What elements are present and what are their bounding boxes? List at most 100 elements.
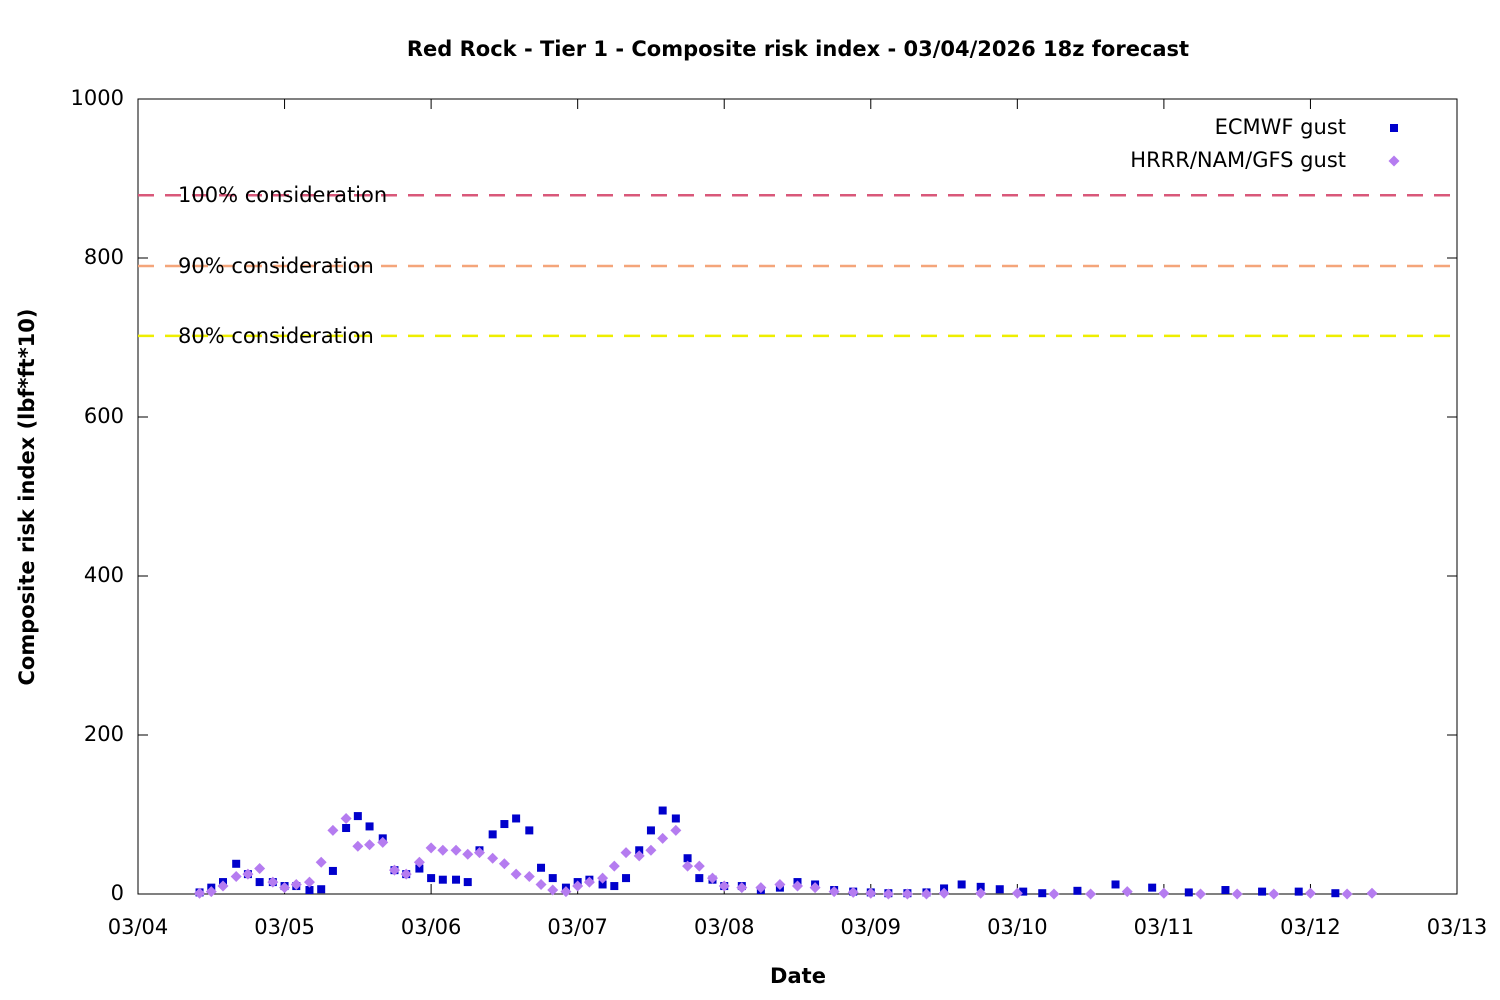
- data-point: [683, 854, 692, 863]
- data-point: [755, 882, 767, 894]
- y-axis-label: Composite risk index (lbf*ft*10): [15, 308, 39, 685]
- data-point: [774, 878, 786, 890]
- data-point: [400, 868, 412, 880]
- data-point: [1331, 889, 1340, 898]
- legend-label: ECMWF gust: [1215, 115, 1346, 139]
- data-point: [488, 830, 497, 839]
- data-point: [682, 860, 694, 872]
- data-point: [1184, 888, 1193, 897]
- data-point: [670, 824, 682, 836]
- y-tick-label: 1000: [71, 86, 124, 110]
- data-point: [976, 882, 985, 891]
- data-point: [809, 882, 821, 894]
- x-tick-label: 03/12: [1280, 915, 1341, 939]
- data-point: [560, 886, 572, 898]
- data-point: [1085, 888, 1097, 900]
- x-tick-label: 03/09: [841, 915, 902, 939]
- data-point: [315, 856, 327, 868]
- data-point: [620, 847, 632, 859]
- data-point: [658, 806, 667, 815]
- data-point: [792, 880, 803, 892]
- data-point: [388, 864, 400, 876]
- data-point: [1073, 886, 1082, 895]
- data-point: [365, 822, 374, 831]
- data-point: [547, 884, 559, 896]
- data-point: [995, 885, 1004, 894]
- x-tick-label: 03/06: [401, 915, 462, 939]
- data-point: [671, 814, 680, 823]
- data-point: [305, 886, 314, 895]
- data-point: [847, 886, 859, 898]
- data-point: [1158, 887, 1170, 899]
- data-point: [736, 882, 748, 894]
- data-point: [500, 820, 509, 829]
- data-point: [1366, 887, 1378, 899]
- legend-marker: [1388, 155, 1400, 167]
- x-tick-label: 03/10: [987, 915, 1048, 939]
- data-point: [1019, 887, 1028, 896]
- data-point: [1268, 888, 1280, 900]
- data-point: [242, 868, 254, 880]
- data-point: [377, 836, 389, 848]
- legend-label: HRRR/NAM/GFS gust: [1130, 148, 1346, 172]
- data-point: [622, 874, 631, 883]
- data-point: [608, 860, 620, 872]
- threshold-label: 90% consideration: [178, 254, 374, 278]
- data-point: [901, 888, 913, 900]
- data-point: [718, 880, 730, 892]
- data-point: [523, 871, 535, 883]
- data-point: [450, 844, 462, 856]
- data-point: [1304, 887, 1316, 899]
- data-point: [473, 847, 485, 859]
- x-tick-label: 03/07: [547, 915, 608, 939]
- data-point: [597, 872, 609, 884]
- data-point: [427, 874, 436, 883]
- x-tick-label: 03/13: [1427, 915, 1488, 939]
- data-point: [342, 824, 351, 833]
- y-tick-label: 800: [84, 245, 124, 269]
- data-point: [353, 812, 362, 821]
- data-point: [1341, 888, 1353, 900]
- data-point: [1111, 880, 1120, 889]
- data-point: [572, 880, 584, 892]
- threshold-label: 80% consideration: [178, 324, 374, 348]
- x-tick-label: 03/08: [694, 915, 755, 939]
- data-point: [610, 882, 619, 891]
- data-point: [303, 876, 315, 888]
- data-point: [1148, 883, 1157, 892]
- data-point: [695, 874, 704, 883]
- data-point: [463, 878, 472, 887]
- data-point: [635, 846, 644, 855]
- data-point: [938, 887, 950, 899]
- data-point: [882, 888, 894, 900]
- data-point: [327, 824, 339, 836]
- data-point: [1231, 888, 1243, 900]
- data-point: [364, 839, 376, 851]
- data-point: [462, 848, 474, 860]
- data-point: [535, 878, 547, 890]
- data-point: [230, 871, 242, 883]
- data-point: [1294, 887, 1303, 896]
- threshold-label: 100% consideration: [178, 183, 387, 207]
- data-point: [438, 875, 447, 884]
- data-point: [633, 850, 645, 862]
- data-point: [317, 885, 326, 894]
- x-tick-label: 03/04: [108, 915, 169, 939]
- legend-marker: [1390, 124, 1398, 132]
- data-point: [217, 880, 229, 892]
- data-point: [340, 812, 352, 824]
- chart-title: Red Rock - Tier 1 - Composite risk index…: [407, 37, 1189, 61]
- data-point: [510, 868, 522, 880]
- data-point: [548, 874, 557, 883]
- data-point: [975, 887, 987, 899]
- data-point: [583, 876, 595, 888]
- data-point: [290, 878, 302, 890]
- data-point: [437, 844, 449, 856]
- data-point: [267, 876, 279, 888]
- data-point: [415, 864, 424, 873]
- data-point: [425, 842, 437, 854]
- data-point: [706, 872, 718, 884]
- data-point: [452, 875, 461, 884]
- data-point: [1195, 888, 1207, 900]
